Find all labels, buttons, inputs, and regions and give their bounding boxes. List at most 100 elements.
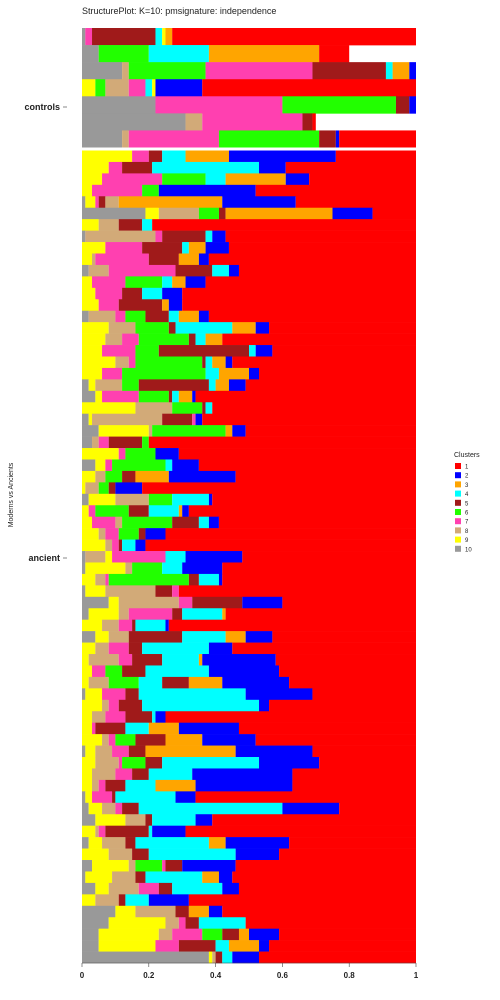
- segment-cluster-6: [148, 493, 173, 506]
- segment-cluster-7: [92, 665, 106, 678]
- segment-cluster-3: [205, 333, 223, 346]
- segment-cluster-1: [275, 654, 416, 666]
- segment-cluster-5: [172, 516, 199, 529]
- segment-cluster-1: [292, 779, 416, 792]
- segment-cluster-2: [222, 676, 290, 689]
- segment-cluster-3: [178, 310, 199, 323]
- segment-cluster-2: [259, 757, 320, 769]
- segment-cluster-2: [259, 161, 286, 174]
- segment-cluster-1: [142, 482, 416, 495]
- segment-cluster-3: [225, 425, 233, 437]
- ancient-sample-bar: [82, 516, 416, 529]
- segment-cluster-7: [128, 356, 136, 369]
- segment-cluster-7: [95, 196, 99, 209]
- segment-cluster-5: [192, 596, 243, 609]
- ancient-sample-bar: [82, 940, 416, 952]
- segment-cluster-9: [82, 322, 109, 334]
- legend-label-10: 10: [465, 547, 472, 553]
- segment-cluster-4: [148, 848, 236, 861]
- segment-cluster-6: [142, 436, 149, 449]
- segment-cluster-5: [135, 871, 146, 884]
- segment-cluster-9: [82, 345, 103, 357]
- segment-cluster-2: [182, 562, 223, 575]
- segment-cluster-5: [128, 642, 143, 655]
- segment-cluster-8: [128, 860, 136, 872]
- segment-cluster-7: [102, 345, 136, 357]
- segment-cluster-8: [95, 573, 106, 586]
- ancient-sample-bar: [82, 585, 416, 598]
- segment-cluster-9: [95, 882, 109, 895]
- segment-cluster-3: [202, 871, 219, 884]
- segment-cluster-10: [82, 436, 93, 449]
- segment-cluster-1: [372, 207, 416, 220]
- controls-sample-bar: [82, 79, 416, 97]
- segment-cluster-3: [162, 299, 169, 312]
- segment-cluster-1: [255, 734, 416, 746]
- segment-cluster-5: [122, 287, 143, 300]
- segment-cluster-2: [172, 459, 199, 472]
- segment-cluster-5: [142, 242, 183, 254]
- segment-cluster-9: [82, 722, 93, 735]
- segment-cluster-5: [188, 573, 199, 586]
- segment-cluster-7: [172, 928, 203, 941]
- segment-cluster-2: [162, 287, 183, 300]
- ancient-sample-bar: [82, 871, 416, 884]
- segment-cluster-1: [208, 310, 416, 323]
- segment-cluster-8: [88, 654, 119, 666]
- segment-cluster-7: [172, 585, 179, 598]
- ancient-sample-bar: [82, 814, 416, 826]
- segment-cluster-8: [102, 802, 116, 815]
- ancient-sample-bar: [82, 184, 416, 197]
- ancient-sample-bar: [82, 264, 416, 277]
- segment-cluster-3: [238, 928, 249, 941]
- segment-cluster-4: [122, 539, 136, 552]
- segment-cluster-4: [155, 28, 163, 46]
- segment-cluster-9: [82, 253, 93, 266]
- segment-cluster-2: [195, 779, 293, 792]
- segment-cluster-9: [82, 516, 93, 529]
- y-axis-label: Moderns vs Ancients: [8, 462, 15, 527]
- segment-cluster-6: [125, 448, 156, 460]
- segment-cluster-4: [162, 150, 186, 163]
- segment-cluster-1: [182, 287, 416, 300]
- legend-label-1: 1: [465, 465, 469, 471]
- segment-cluster-6: [135, 860, 163, 872]
- segment-cluster-10: [82, 562, 86, 575]
- segment-cluster-5: [218, 207, 226, 220]
- segment-cluster-1: [165, 528, 416, 540]
- segment-cluster-1: [259, 951, 416, 964]
- segment-cluster-10: [82, 905, 116, 918]
- segment-cluster-5: [148, 150, 163, 163]
- ancient-sample-bar: [82, 928, 416, 941]
- segment-cluster-5: [162, 676, 189, 689]
- segment-cluster-4: [165, 459, 173, 472]
- segment-cluster-4: [125, 894, 149, 907]
- legend-label-3: 3: [465, 483, 469, 489]
- segment-cluster-2: [195, 413, 203, 426]
- segment-cluster-8: [95, 894, 119, 907]
- segment-cluster-2: [168, 299, 183, 312]
- segment-cluster-1: [208, 253, 416, 266]
- segment-cluster-2: [165, 619, 169, 632]
- segment-cluster-9: [85, 562, 126, 575]
- segment-cluster-2: [182, 505, 189, 517]
- segment-cluster-6: [105, 665, 123, 678]
- segment-cluster-6: [198, 207, 219, 220]
- ancient-sample-bar: [82, 161, 416, 174]
- segment-cluster-2: [249, 367, 260, 380]
- ancient-sample-bar: [82, 745, 416, 758]
- segment-cluster-8: [158, 207, 199, 220]
- segment-cluster-4: [175, 322, 233, 334]
- segment-cluster-1: [238, 882, 416, 895]
- ancient-bars: [82, 150, 417, 964]
- segment-cluster-10: [82, 608, 89, 620]
- segment-cluster-10: [82, 951, 209, 964]
- legend-swatch-1: [455, 463, 461, 469]
- segment-cluster-8: [118, 596, 179, 609]
- segment-cluster-8: [95, 745, 113, 758]
- segment-cluster-8: [125, 562, 133, 575]
- segment-cluster-8: [85, 551, 106, 563]
- segment-cluster-4: [205, 356, 213, 369]
- segment-cluster-3: [208, 837, 226, 849]
- segment-cluster-4: [198, 516, 209, 529]
